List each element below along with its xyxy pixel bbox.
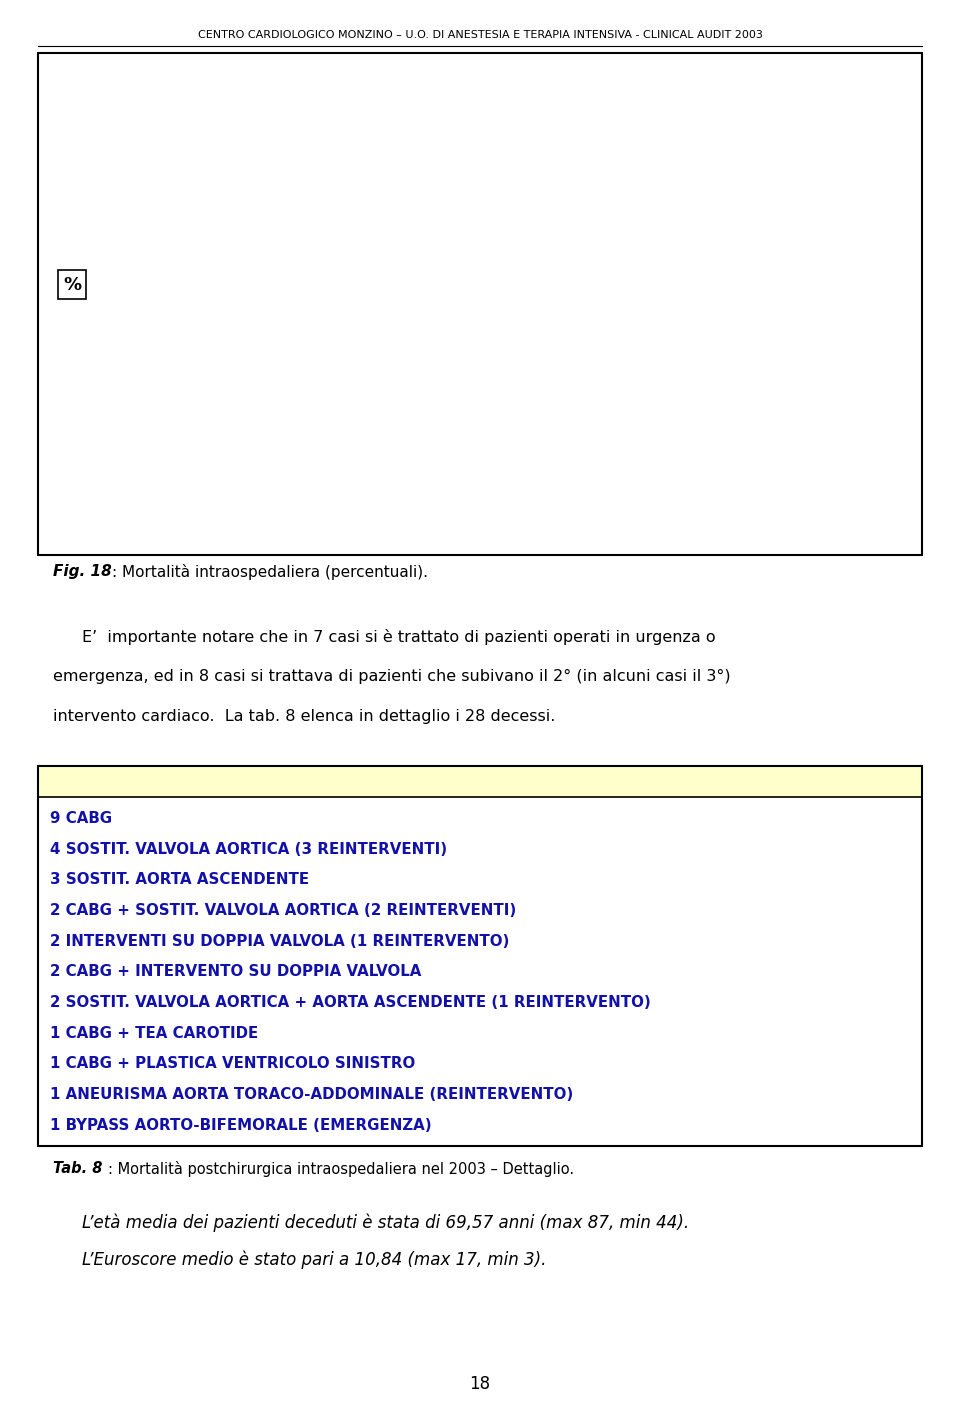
Text: 1,78: 1,78 [823,281,863,299]
Text: 1,21: 1,21 [712,340,754,359]
Bar [492,383,551,491]
Text: 1,07: 1,07 [493,355,534,373]
Text: 2,5: 2,5 [170,205,200,222]
Bar [162,232,223,491]
Bar [155,228,215,491]
Bar [484,379,543,491]
Bar [820,308,880,491]
Text: 2 CABG + SOSTIT. VALVOLA AORTICA (2 REINTERVENTI): 2 CABG + SOSTIT. VALVOLA AORTICA (2 REIN… [50,903,516,918]
Text: 3 SOSTIT. AORTA ASCENDENTE: 3 SOSTIT. AORTA ASCENDENTE [50,873,309,887]
Text: 9 CABG: 9 CABG [50,812,112,826]
Bar [593,296,654,491]
Text: CENTRO CARDIOLOGICO MONZINO – U.O. DI ANESTESIA E TERAPIA INTENSIVA - CLINICAL A: CENTRO CARDIOLOGICO MONZINO – U.O. DI AN… [198,30,762,40]
Text: 18: 18 [469,1374,491,1393]
Text: emergenza, ed in 8 casi si trattava di pazienti che subivano il 2° (in alcuni ca: emergenza, ed in 8 casi si trattava di p… [53,669,731,685]
Bar [373,281,434,491]
Text: 1 CABG + PLASTICA VENTRICOLO SINISTRO: 1 CABG + PLASTICA VENTRICOLO SINISTRO [50,1057,415,1071]
Bar [703,363,763,491]
Text: 2 CABG + INTERVENTO SU DOPPIA VALVOLA: 2 CABG + INTERVENTO SU DOPPIA VALVOLA [50,964,421,980]
Text: L’Euroscore medio è stato pari a 10,84 (max 17, min 3).: L’Euroscore medio è stato pari a 10,84 (… [82,1250,546,1269]
Text: 1,85: 1,85 [603,273,644,290]
Bar [381,285,442,491]
Text: Fig. 18: Fig. 18 [53,564,111,580]
Text: %: % [63,276,81,293]
Text: 1 CABG + TEA CAROTIDE: 1 CABG + TEA CAROTIDE [50,1025,258,1041]
Bar [710,367,771,491]
Bar [264,132,324,491]
Text: 2,0: 2,0 [389,258,419,275]
Text: : Mortalità postchirurgica intraospedaliera nel 2003 – Dettaglio.: : Mortalità postchirurgica intraospedali… [108,1161,575,1176]
Text: 4 SOSTIT. VALVOLA AORTICA (3 REINTERVENTI): 4 SOSTIT. VALVOLA AORTICA (3 REINTERVENT… [50,842,447,857]
Text: L’età media dei pazienti deceduti è stata di 69,57 anni (max 87, min 44).: L’età media dei pazienti deceduti è stat… [82,1213,688,1232]
Text: 2 SOSTIT. VALVOLA AORTICA + AORTA ASCENDENTE (1 REINTERVENTO): 2 SOSTIT. VALVOLA AORTICA + AORTA ASCEND… [50,995,651,1010]
Text: 3,4: 3,4 [279,110,309,128]
Text: 2 INTERVENTI SU DOPPIA VALVOLA (1 REINTERVENTO): 2 INTERVENTI SU DOPPIA VALVOLA (1 REINTE… [50,934,510,948]
Text: 1 BYPASS AORTO-BIFEMORALE (EMERGENZA): 1 BYPASS AORTO-BIFEMORALE (EMERGENZA) [50,1118,432,1132]
Text: : Mortalità intraospedaliera (percentuali).: : Mortalità intraospedaliera (percentual… [112,564,428,580]
Text: 1 ANEURISMA AORTA TORACO-ADDOMINALE (REINTERVENTO): 1 ANEURISMA AORTA TORACO-ADDOMINALE (REI… [50,1087,573,1102]
Text: Tab. 8: Tab. 8 [53,1161,102,1176]
Text: E’  importante notare che in 7 casi si è trattato di pazienti operati in urgenza: E’ importante notare che in 7 casi si è … [82,629,715,645]
Bar [272,137,332,491]
Bar [812,303,873,491]
Bar [601,300,661,491]
Text: intervento cardiaco.  La tab. 8 elenca in dettaglio i 28 decessi.: intervento cardiaco. La tab. 8 elenca in… [53,709,555,725]
